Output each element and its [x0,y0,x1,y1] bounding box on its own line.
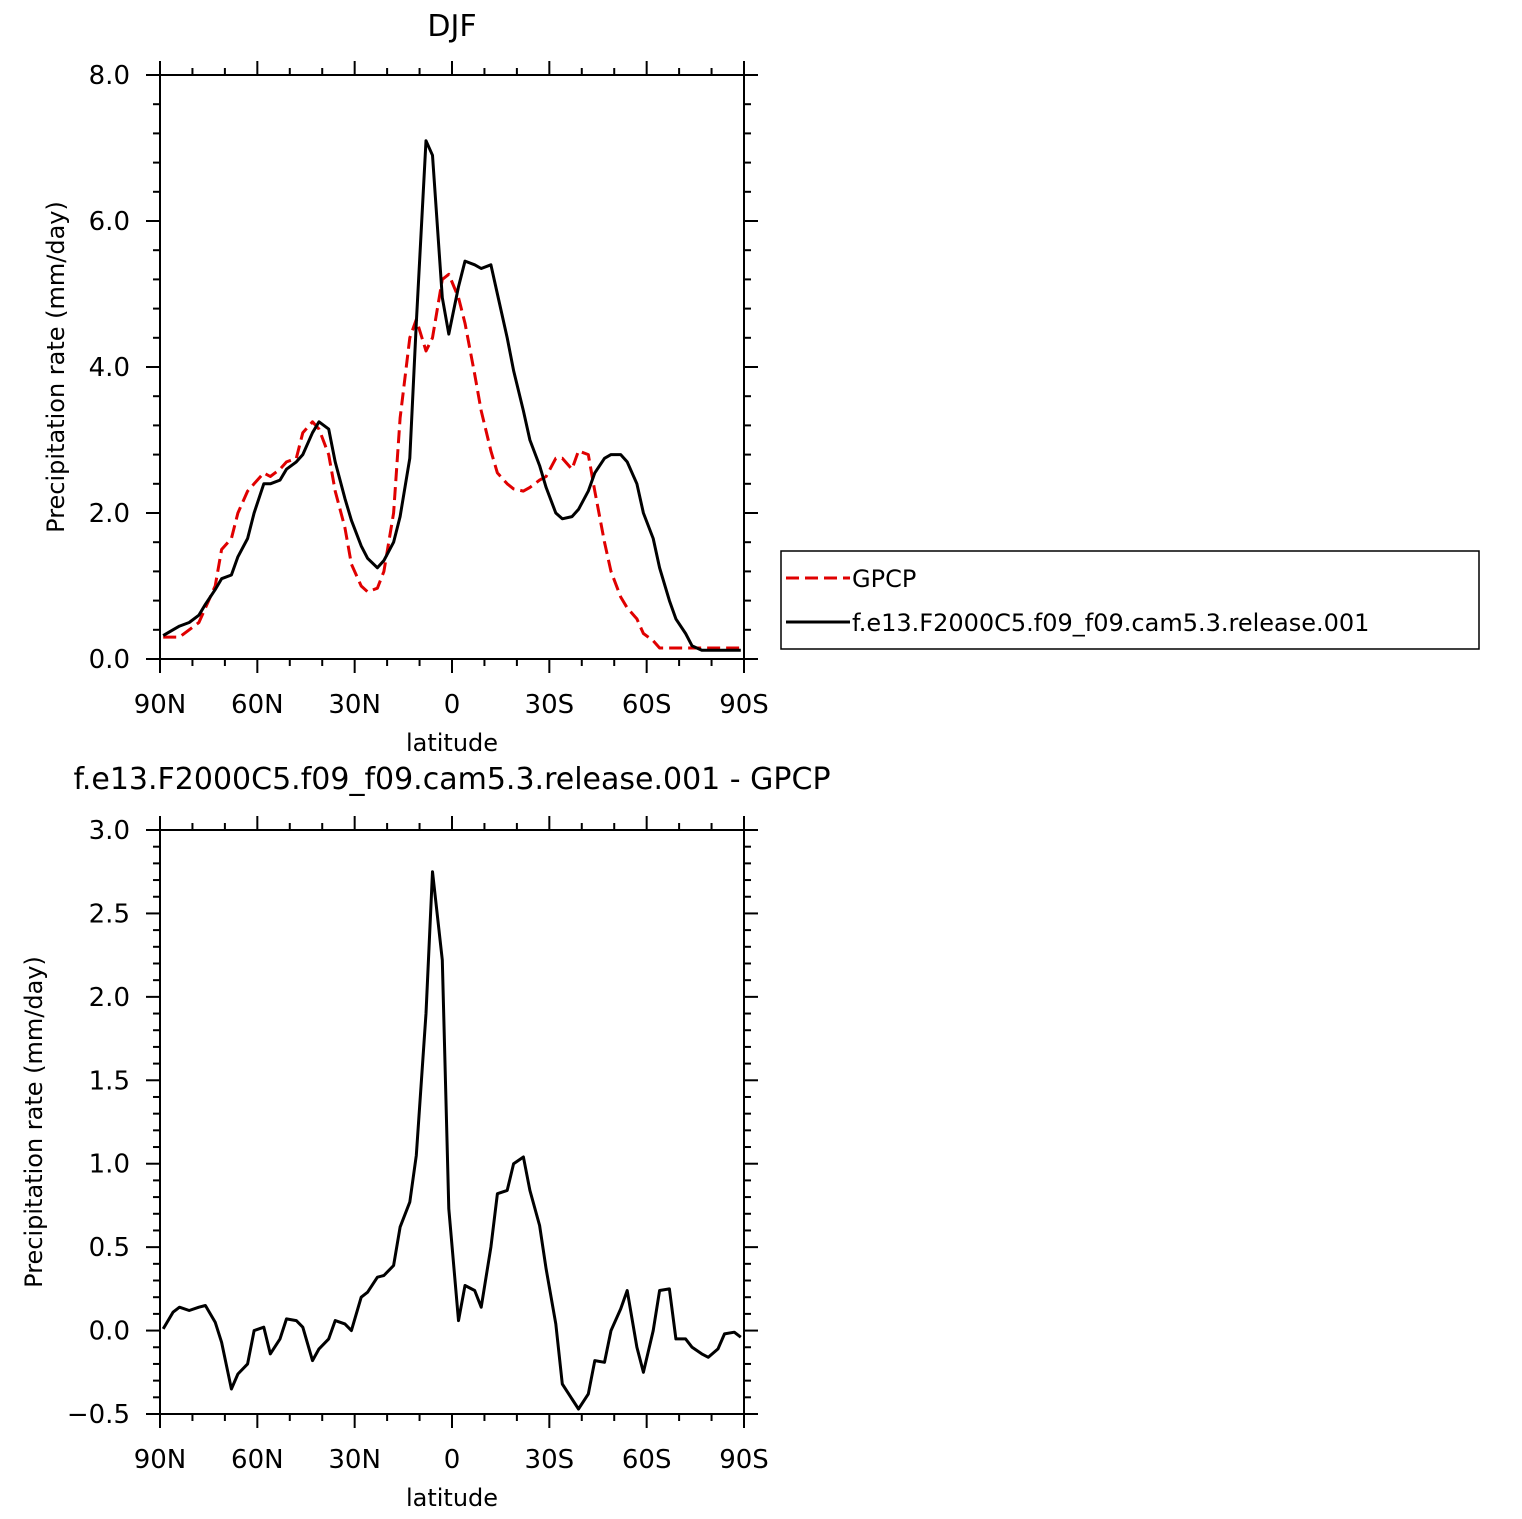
top-ytick-label: 8.0 [89,61,130,91]
bottom-xtick-label: 60N [231,1445,284,1475]
legend-label-model: f.e13.F2000C5.f09_f09.cam5.3.release.001 [852,609,1369,637]
legend-box [780,550,1480,650]
top-xtick-label: 0 [444,690,461,720]
top-xtick-label: 90N [134,690,187,720]
bottom-chart-xlabel: latitude [406,1484,498,1512]
legend-label-gpcp: GPCP [852,565,916,593]
bottom-xtick-label: 30N [328,1445,381,1475]
bottom-ytick-label: −0.5 [67,1400,130,1430]
bottom-xtick-label: 60S [622,1445,672,1475]
bottom-ytick-label: 1.5 [89,1066,130,1096]
bottom-chart-frame [159,829,745,1415]
bottom-ytick-label: 0.5 [89,1233,130,1263]
bottom-ytick-label: 2.5 [89,899,130,929]
top-chart-frame [159,74,745,660]
bottom-xtick-label: 90N [134,1445,187,1475]
bottom-chart-ylabel: Precipitation rate (mm/day) [20,956,48,1288]
bottom-ytick-label: 1.0 [89,1150,130,1180]
top-chart-xlabel: latitude [406,729,498,757]
top-xtick-label: 30N [328,690,381,720]
bottom-ytick-label: 2.0 [89,983,130,1013]
bottom-xtick-label: 90S [719,1445,769,1475]
top-xtick-label: 30S [525,690,575,720]
top-xtick-label: 60N [231,690,284,720]
bottom-ytick-label: 0.0 [89,1317,130,1347]
top-ytick-label: 0.0 [89,645,130,675]
top-series-line-gpcp [163,272,741,650]
bottom-xtick-label: 30S [525,1445,575,1475]
bottom-xtick-label: 0 [444,1445,461,1475]
top-ytick-label: 2.0 [89,499,130,529]
top-series-line-model [162,139,741,652]
legend: GPCP f.e13.F2000C5.f09_f09.cam5.3.releas… [780,550,1480,650]
bottom-chart-title: f.e13.F2000C5.f09_f09.cam5.3.release.001… [73,762,830,797]
top-ytick-label: 6.0 [89,207,130,237]
top-xtick-label: 90S [719,690,769,720]
top-ytick-label: 4.0 [89,353,130,383]
bottom-ytick-label: 3.0 [89,816,130,846]
top-chart-title: DJF [427,9,476,44]
bottom-series-line-difference [161,870,742,1411]
top-xtick-label: 60S [622,690,672,720]
bottom-chart-panel: f.e13.F2000C5.f09_f09.cam5.3.release.001… [20,762,831,1512]
top-chart-panel: DJF Precipitation rate (mm/day) latitude… [42,9,769,757]
top-chart-ylabel: Precipitation rate (mm/day) [42,201,70,533]
